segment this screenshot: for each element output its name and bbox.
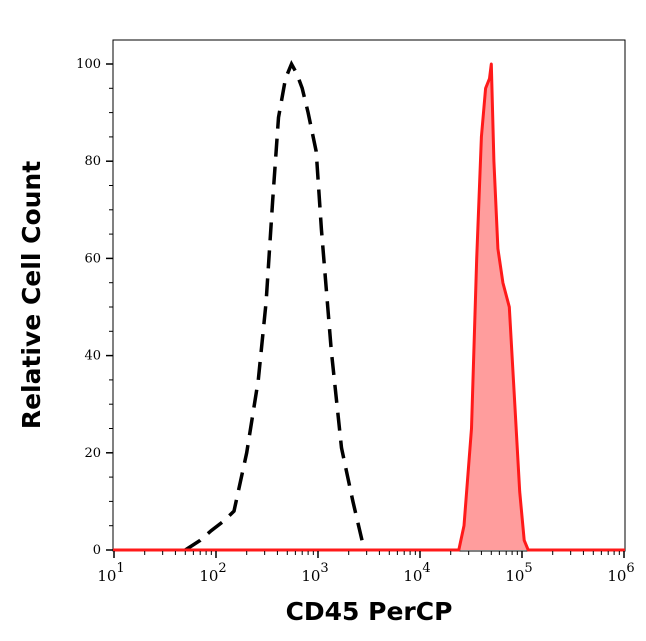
x-tick-label-1: 102 <box>199 561 226 585</box>
x-tick-label-2: 103 <box>301 561 328 585</box>
x-tick-label-0: 101 <box>97 561 124 585</box>
x-tick-label-5: 106 <box>607 561 634 585</box>
series-fill-1 <box>113 64 625 550</box>
series-line-1 <box>113 62 625 552</box>
y-axis-title: Relative Cell Count <box>17 161 46 429</box>
x-tick-label-4: 105 <box>505 561 532 585</box>
series-layer <box>113 59 625 552</box>
plot-area <box>112 39 626 552</box>
y-tick-label-0: 0 <box>93 543 101 558</box>
y-tick-label-2: 40 <box>84 349 101 364</box>
y-tick-label-5: 100 <box>76 57 101 72</box>
x-tick-label-3: 104 <box>403 561 430 585</box>
series-line-0 <box>184 59 369 552</box>
y-tick-label-3: 60 <box>84 251 101 266</box>
y-tick-label-4: 80 <box>84 154 101 169</box>
ticks-layer: 101 102 103 104 105 106 0 20 40 60 80 100 <box>76 57 635 585</box>
y-tick-label-1: 20 <box>84 446 101 461</box>
x-axis-title: CD45 PerCP <box>286 597 453 626</box>
